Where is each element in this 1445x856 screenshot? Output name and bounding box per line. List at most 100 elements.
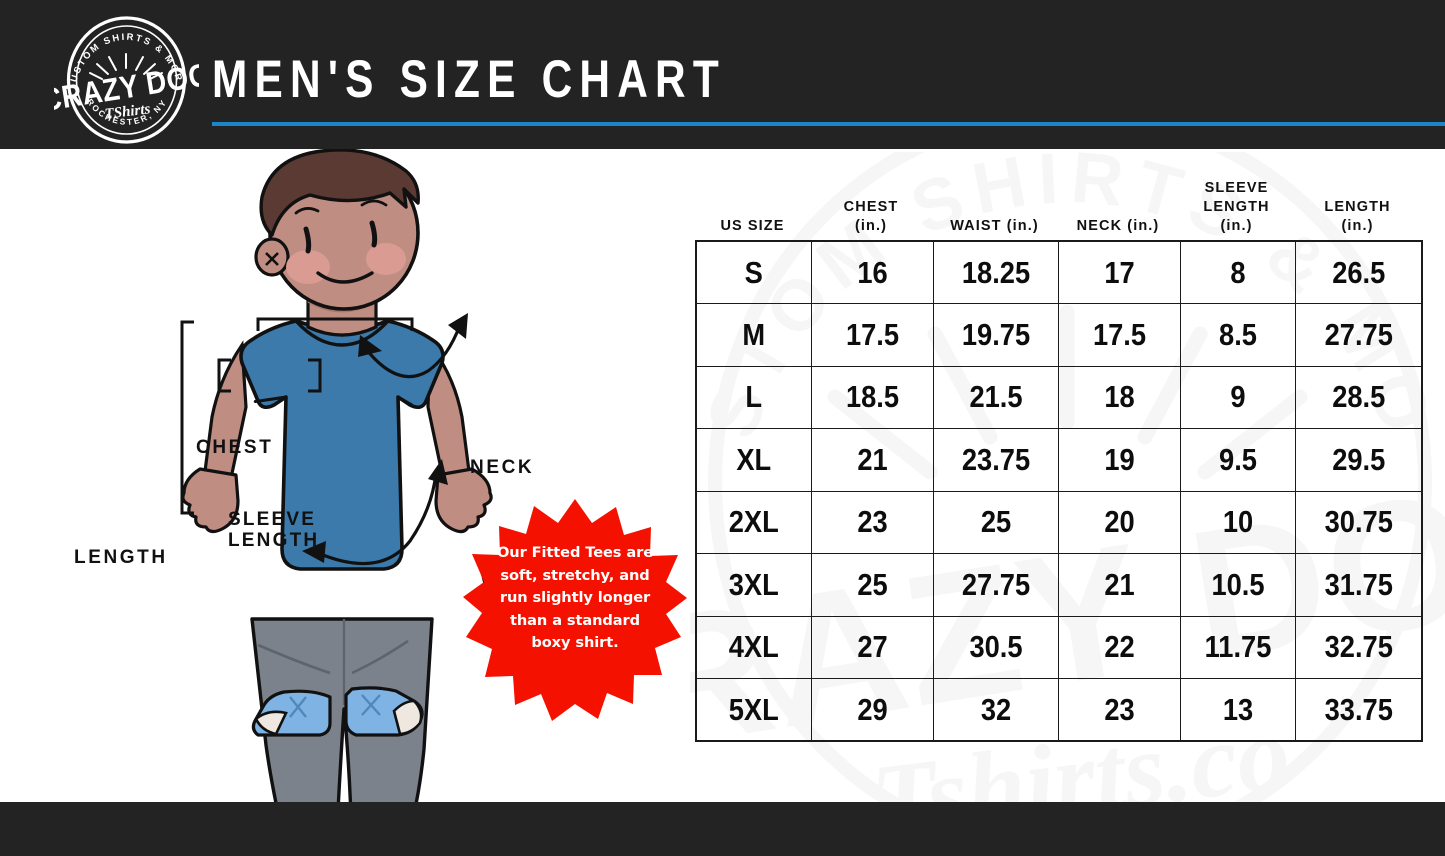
table-row: 3XL 25 27.75 21 10.5 31.75 [695, 553, 1423, 617]
crazy-dog-logo: CUSTOM SHIRTS & MORE CRAZY DOG TShirts R… [54, 16, 199, 144]
header-accent-line [212, 122, 1445, 126]
column-header-us-size-line1: US SIZE [720, 218, 785, 234]
cell-size: 3XL [695, 553, 812, 617]
cell-size: 4XL [695, 615, 812, 679]
cartoon-man-illustration [180, 149, 493, 802]
badge-line-4: than a standard [510, 611, 640, 629]
left-eye [303, 226, 312, 254]
table-row: XL 21 23.75 19 9.5 29.5 [695, 428, 1423, 492]
ear [254, 237, 290, 277]
size-table-container: US SIZE CHEST (in.) WAIST (in.) NECK (in… [695, 152, 1423, 742]
cell-value: 27.75 [1324, 316, 1393, 352]
cell-value: 9 [1229, 379, 1246, 415]
table-row: L 18.5 21.5 18 9 28.5 [695, 365, 1423, 429]
cell-value: 29.5 [1331, 441, 1385, 477]
cell-value: 11.75 [1204, 629, 1271, 665]
badge-line-3: run slightly longer [499, 589, 651, 606]
cell-length: 30.75 [1294, 490, 1423, 554]
length-bracket [180, 320, 194, 515]
tshirt [239, 319, 445, 571]
cell-sleeve: 8 [1179, 240, 1296, 304]
cell-waist: 21.5 [932, 365, 1059, 429]
label-length: LENGTH [74, 547, 168, 568]
size-table-column-headers: US SIZE CHEST (in.) WAIST (in.) NECK (in… [695, 152, 1421, 240]
fitted-tees-badge: Our Fitted Tees are soft, stretchy, and … [463, 497, 687, 729]
cell-neck: 18 [1057, 365, 1181, 429]
cell-neck: 22 [1057, 615, 1181, 679]
column-header-sleeve-line1: SLEEVE [1204, 180, 1269, 196]
cell-value: M [742, 316, 766, 352]
cell-waist: 27.75 [932, 553, 1059, 617]
cell-value: 29 [856, 691, 888, 727]
cell-length: 28.5 [1294, 365, 1423, 429]
cell-value: 27.75 [961, 566, 1030, 602]
cell-waist: 30.5 [932, 615, 1059, 679]
waist-arrow [316, 471, 438, 566]
cell-waist: 23.75 [932, 428, 1059, 492]
cell-value: 4XL [728, 629, 779, 665]
cell-chest: 16 [810, 240, 934, 304]
cell-value: 19 [1103, 441, 1135, 477]
cell-waist: 32 [932, 678, 1059, 742]
label-neck: NECK [470, 457, 535, 478]
column-header-chest-line2: (in.) [854, 218, 888, 234]
cell-value: 33.75 [1324, 691, 1393, 727]
right-shoe [344, 686, 424, 737]
column-header-sleeve-line2: LENGTH [1203, 199, 1270, 215]
label-chest: CHEST [196, 437, 274, 458]
column-header-length-line1: LENGTH [1324, 199, 1391, 215]
sleeve-bracket-left [217, 358, 231, 393]
badge-line-1: Our Fitted Tees are [496, 544, 654, 561]
cell-value: 17 [1103, 254, 1135, 290]
column-header-us-size: US SIZE [695, 217, 810, 236]
cell-sleeve: 10.5 [1179, 553, 1296, 617]
cell-value: 18 [1103, 379, 1135, 415]
cell-value: 8.5 [1218, 316, 1257, 352]
cell-neck: 19 [1057, 428, 1181, 492]
left-shoe [251, 689, 332, 737]
cell-waist: 18.25 [932, 240, 1059, 304]
cell-chest: 23 [810, 490, 934, 554]
cell-sleeve: 10 [1179, 490, 1296, 554]
cell-waist: 25 [932, 490, 1059, 554]
cell-chest: 17.5 [810, 303, 934, 367]
cell-size: 2XL [695, 490, 812, 554]
left-eyebrow [294, 207, 320, 215]
cell-value: 23 [856, 504, 888, 540]
page-title: MEN'S SIZE CHART [212, 50, 726, 109]
left-arm [202, 340, 248, 485]
cell-sleeve: 11.75 [1179, 615, 1296, 679]
cell-value: 23 [1103, 691, 1135, 727]
cell-value: 26.5 [1331, 254, 1385, 290]
label-sleeve-line1: SLEEVE [228, 509, 317, 530]
cell-value: S [744, 254, 763, 290]
cell-size: M [695, 303, 812, 367]
cell-value: 10 [1222, 504, 1253, 540]
cell-chest: 21 [810, 428, 934, 492]
footer-bar [0, 802, 1445, 856]
cell-size: L [695, 365, 812, 429]
cell-value: 16 [856, 254, 888, 290]
starburst-icon [463, 499, 687, 721]
cell-neck: 20 [1057, 490, 1181, 554]
cell-value: XL [736, 441, 772, 477]
cell-value: 8 [1229, 254, 1246, 290]
cell-value: 20 [1103, 504, 1135, 540]
cell-value: 18.5 [845, 379, 899, 415]
column-header-chest: CHEST (in.) [810, 198, 932, 236]
cell-value: 32.75 [1324, 629, 1393, 665]
cell-value: 22 [1103, 629, 1135, 665]
body-measurement-diagram: CHEST NECK LENGTH WAIST SLEEVE LENGTH [0, 149, 690, 802]
column-header-length-line2: (in.) [1341, 218, 1374, 234]
pants [250, 617, 434, 802]
neck-arrowhead-right [448, 313, 468, 339]
column-header-waist-line1: WAIST (in.) [950, 218, 1039, 234]
cell-value: 21 [1103, 566, 1135, 602]
cell-value: 17.5 [1092, 316, 1146, 352]
left-cheek [286, 250, 330, 284]
cell-length: 32.75 [1294, 615, 1423, 679]
cell-length: 26.5 [1294, 240, 1423, 304]
table-row: 4XL 27 30.5 22 11.75 32.75 [695, 615, 1423, 679]
table-row: M 17.5 19.75 17.5 8.5 27.75 [695, 303, 1423, 367]
label-sleeve-line2: LENGTH [228, 530, 320, 551]
